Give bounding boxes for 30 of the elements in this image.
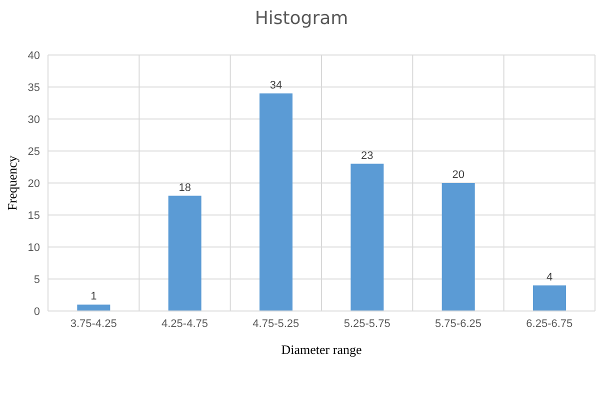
bar [260, 93, 293, 311]
x-tick-label: 6.25-6.75 [526, 318, 573, 330]
data-label: 18 [178, 182, 191, 194]
chart-title: Histogram [254, 8, 350, 29]
y-tick-label: 0 [34, 306, 40, 318]
data-label: 4 [546, 271, 553, 284]
bar [77, 304, 110, 311]
bar [533, 285, 566, 311]
y-tick-label: 30 [28, 114, 40, 126]
data-label: 34 [270, 79, 282, 92]
x-tick-label: 4.25-4.75 [162, 318, 208, 330]
x-tick-label: 5.25-5.75 [344, 318, 390, 330]
y-tick-label: 25 [28, 146, 40, 158]
data-label: 20 [452, 169, 464, 181]
y-tick-label: 40 [28, 50, 40, 62]
y-tick-label: 15 [28, 210, 40, 222]
y-tick-label: 20 [28, 178, 40, 190]
y-axis-title: Frequency [4, 155, 20, 210]
y-tick-label: 10 [28, 242, 40, 254]
y-tick-label: 5 [34, 274, 40, 286]
x-axis-title: Diameter range [281, 342, 362, 357]
data-label: 1 [90, 290, 97, 303]
x-tick-label: 3.75-4.25 [70, 318, 117, 330]
bar [350, 164, 384, 311]
x-tick-label: 5.75-6.25 [435, 318, 482, 330]
data-label: 23 [361, 150, 374, 162]
bar [168, 196, 202, 311]
x-tick-label: 4.75-5.25 [252, 318, 300, 330]
bar [442, 183, 475, 311]
y-tick-label: 35 [28, 82, 40, 94]
